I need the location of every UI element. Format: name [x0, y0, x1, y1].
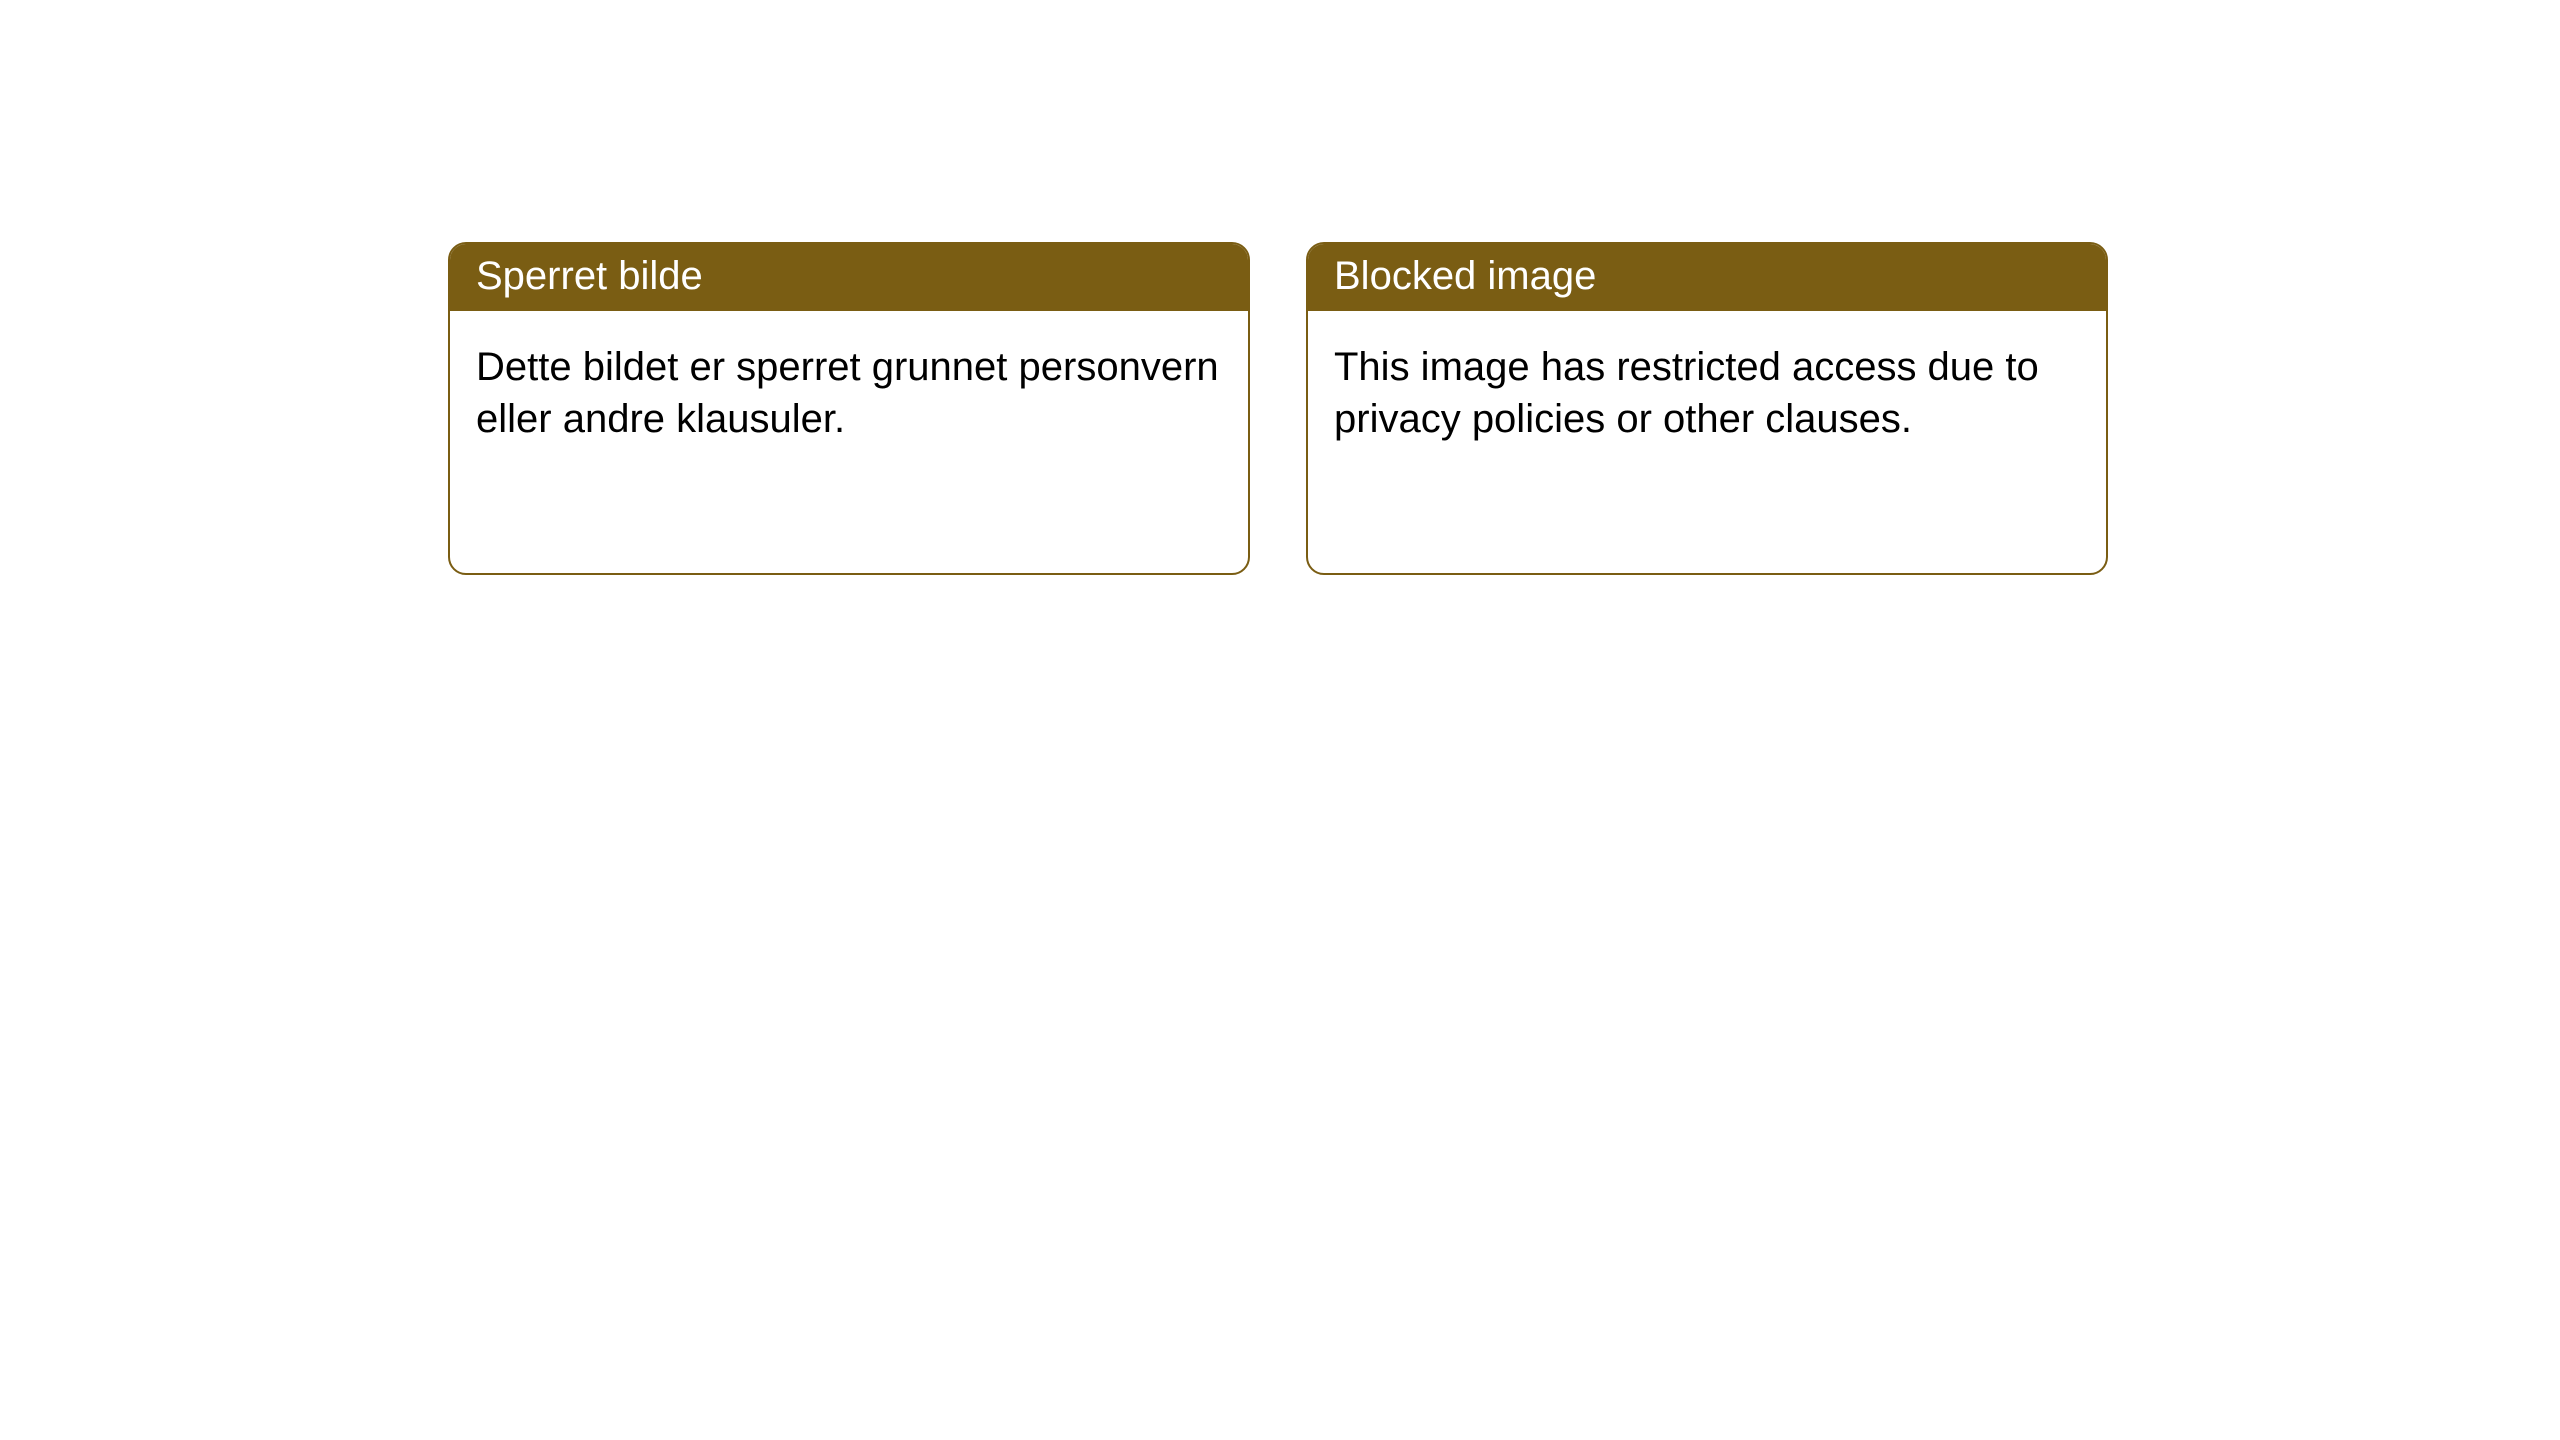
card-body-text: This image has restricted access due to … — [1334, 345, 2039, 441]
card-title: Blocked image — [1334, 254, 1596, 298]
card-header: Sperret bilde — [450, 244, 1248, 311]
card-body: Dette bildet er sperret grunnet personve… — [450, 311, 1248, 475]
notice-card-norwegian: Sperret bilde Dette bildet er sperret gr… — [448, 242, 1250, 575]
notice-cards-container: Sperret bilde Dette bildet er sperret gr… — [448, 242, 2108, 575]
card-body: This image has restricted access due to … — [1308, 311, 2106, 475]
card-title: Sperret bilde — [476, 254, 703, 298]
card-body-text: Dette bildet er sperret grunnet personve… — [476, 345, 1219, 441]
card-header: Blocked image — [1308, 244, 2106, 311]
notice-card-english: Blocked image This image has restricted … — [1306, 242, 2108, 575]
